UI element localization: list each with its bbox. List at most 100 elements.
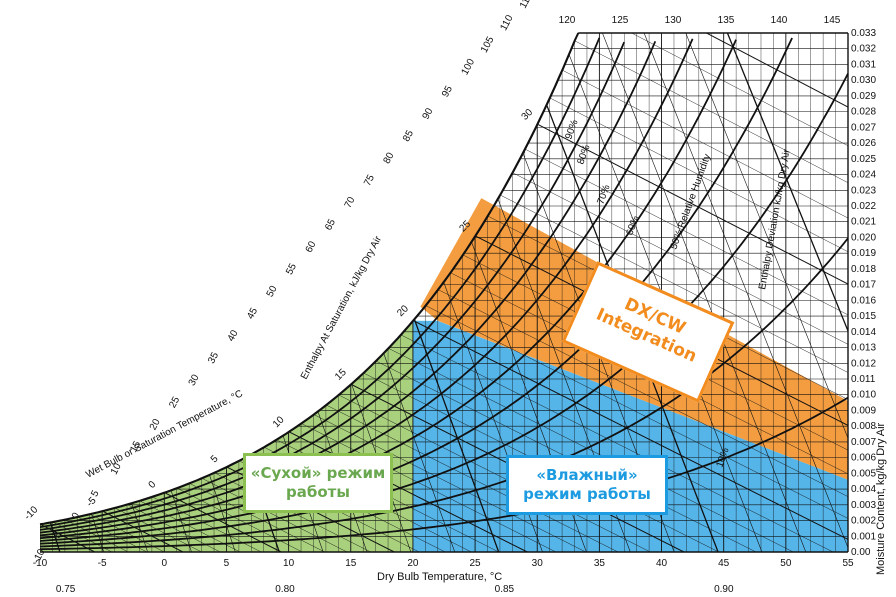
- dry-mode-line1: «Сухой» режим: [250, 464, 386, 482]
- y-tick-label: 0.018: [851, 264, 876, 275]
- dry-mode-line2: работы: [286, 482, 350, 501]
- y-tick-label: 0.00: [851, 547, 871, 558]
- rh-curve: [40, 237, 848, 548]
- enthalpy-tick-label: 25: [167, 395, 182, 410]
- rh-50-label: 50% Relative Humidity: [668, 153, 713, 251]
- volume-line: [602, 33, 807, 552]
- volume-tick-label: 0.80: [275, 584, 295, 595]
- volume-tick-label: 0.90: [714, 584, 734, 595]
- y-tick-label: 0.029: [851, 91, 876, 102]
- enthalpy-tick-label: 90: [421, 106, 436, 121]
- enthalpy-tick-label: 60: [304, 239, 319, 254]
- y-tick-label: 0.008: [851, 421, 876, 432]
- rh-curve: [40, 37, 793, 542]
- rh-curve: [40, 37, 601, 528]
- x-tick-label: 30: [532, 558, 544, 569]
- enthalpy-tick-label: 10: [109, 461, 124, 476]
- y-tick-label: 0.027: [851, 122, 876, 133]
- y-tick-label: 0.016: [851, 295, 876, 306]
- y-tick-label: 0.019: [851, 248, 876, 259]
- volume-line: [685, 33, 848, 552]
- saturation-curve: [39, 32, 580, 526]
- enthalpy-line: [400, 270, 848, 497]
- wetbulb-axis-label: Wet Bulb or Saturation Temperature, °C: [84, 388, 245, 480]
- enthalpy-tick-label: 110: [498, 13, 515, 33]
- y-tick-label: 0.032: [851, 44, 876, 55]
- enthalpy-tick-label: 105: [479, 35, 497, 55]
- y-tick-label: 0.022: [851, 201, 876, 212]
- enthalpy-top-tick-label: 145: [824, 15, 841, 26]
- y-tick-label: 0.004: [851, 484, 876, 495]
- rh-curve: [40, 39, 737, 540]
- y-tick-label: 0.007: [851, 437, 876, 448]
- wetbulb-tick-label: 20: [395, 303, 411, 319]
- enthalpy-line: [462, 175, 848, 373]
- rh-curve: [40, 396, 848, 551]
- y-tick-label: 0.006: [851, 453, 876, 464]
- wetbulb-tick-label: -10: [22, 504, 40, 522]
- dry-mode-label-box: «Сухой» режим работы: [243, 453, 393, 513]
- x-tick-label: 35: [594, 558, 606, 569]
- wetbulb-tick-label: 30: [520, 107, 536, 123]
- enthalpy-axis-label: Enthalpy At Saturation, kJ/kg Dry Air: [299, 234, 384, 382]
- enthalpy-line: [387, 286, 848, 519]
- rh-label: 90%: [563, 118, 580, 141]
- enthalpy-line: [561, 33, 848, 108]
- y-tick-label: 0.002: [851, 516, 876, 527]
- enthalpy-line: [313, 364, 685, 552]
- enthalpy-tick-label: 40: [226, 328, 241, 343]
- wetbulb-tick-label: 0: [147, 479, 159, 491]
- x-tick-label: 40: [656, 558, 668, 569]
- volume-line: [643, 33, 848, 552]
- y-tick-label: 0.015: [851, 311, 876, 322]
- y-tick-label: 0.026: [851, 138, 876, 149]
- enthalpy-top-tick-label: 135: [718, 15, 735, 26]
- volume-line: [40, 33, 61, 552]
- rh-curve: [40, 73, 848, 545]
- x-tick-label: 5: [224, 558, 230, 569]
- enthalpy-tick-label: 70: [343, 195, 358, 210]
- y-tick-label: 0.013: [851, 343, 876, 354]
- enthalpy-tick-label: 85: [401, 128, 416, 143]
- enthalpy-line: [363, 315, 834, 552]
- enthalpy-tick-label: 45: [245, 306, 260, 321]
- enthalpy-tick-label: 50: [265, 284, 280, 299]
- y-tick-label: 0.011: [851, 374, 876, 385]
- enthalpy-tick-label: 55: [284, 261, 299, 276]
- y-tick-label: 0.028: [851, 107, 876, 118]
- y-tick-label: 0.033: [851, 28, 876, 39]
- y-tick-label: 0.023: [851, 185, 876, 196]
- x-tick-label: 55: [842, 558, 854, 569]
- enthalpy-line: [549, 33, 848, 146]
- enthalpy-line: [487, 129, 848, 316]
- x-tick-label: -10: [33, 558, 48, 569]
- x-tick-label: 45: [718, 558, 730, 569]
- y-tick-label: 0.030: [851, 75, 876, 86]
- wetbulb-tick-label: 10: [271, 414, 287, 430]
- rh-label: 80%: [575, 143, 592, 166]
- y-tick-label: 0.012: [851, 358, 876, 369]
- rh-curve: [40, 41, 626, 531]
- y-tick-label: 0.014: [851, 327, 876, 338]
- rh-curve: [40, 38, 694, 537]
- enthalpy-line: [276, 395, 586, 552]
- enthalpy-tick-label: 80: [382, 150, 397, 165]
- ticks-layer: -10 -5 0 5 10 15 20 25 30 35 40 45 50 550.000.0010.00…: [22, 0, 876, 595]
- x-tick-label: -5: [98, 558, 107, 569]
- x-axis-label: Dry Bulb Temperature, °C: [377, 571, 502, 583]
- wet-mode-line2: режим работы: [523, 484, 651, 503]
- y-tick-label: 0.001: [851, 531, 876, 542]
- wetbulb-tick-label: 15: [333, 367, 349, 383]
- enthalpy-tick-label: 15: [128, 439, 143, 454]
- y-tick-label: 0.017: [851, 280, 876, 291]
- y-tick-label: 0.024: [851, 170, 876, 181]
- volume-line: [726, 33, 848, 552]
- x-tick-label: 0: [162, 558, 168, 569]
- enthalpy-top-tick-label: 125: [612, 15, 629, 26]
- volume-line: [40, 33, 192, 552]
- enthalpy-line: [474, 153, 848, 345]
- y-tick-label: 0.003: [851, 500, 876, 511]
- x-tick-label: 15: [345, 558, 357, 569]
- y-tick-label: 0.020: [851, 232, 876, 243]
